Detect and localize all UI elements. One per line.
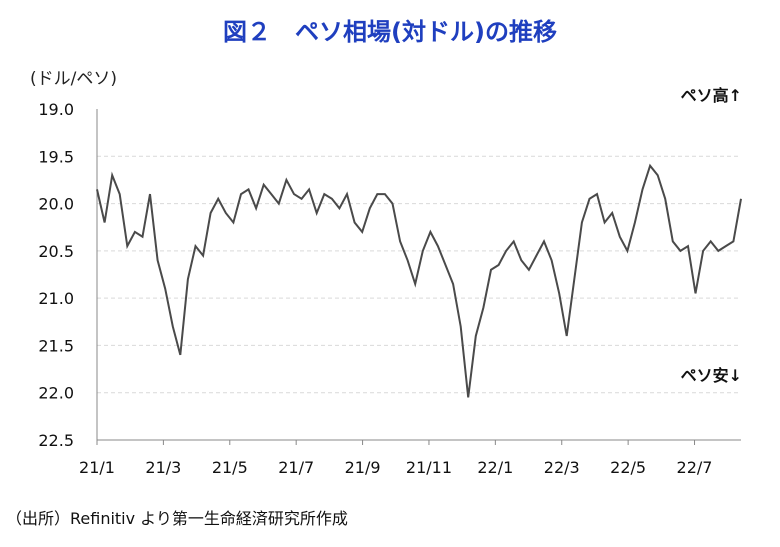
x-tick-label: 22/5 (610, 458, 646, 477)
gridlines (97, 155, 741, 394)
y-tick-labels: 19.0 19.5 20.0 20.5 21.0 21.5 22.0 22.5 (38, 100, 74, 450)
x-tick-label: 21/5 (212, 458, 248, 477)
y-tick-label: 21.5 (38, 336, 74, 355)
annotation-peso-weak: ペソ安↓ (681, 366, 742, 385)
x-tick-label: 21/9 (345, 458, 381, 477)
x-tick-label: 21/1 (79, 458, 115, 477)
annotation-peso-strong: ペソ高↑ (681, 86, 742, 105)
y-tick-label: 21.0 (38, 289, 74, 308)
x-tick-label: 21/7 (278, 458, 314, 477)
y-tick-label: 20.5 (38, 242, 74, 261)
y-tick-label: 22.5 (38, 431, 74, 450)
y-tick-label: 19.5 (38, 147, 74, 166)
x-tick-labels: 21/1 21/3 21/5 21/7 21/9 21/11 22/1 22/3 22/5 22/… (79, 440, 712, 477)
y-unit-label: (ドル/ペソ) (30, 69, 117, 89)
x-tick-label: 21/11 (406, 458, 452, 477)
source-note: （出所）Refinitiv より第一生命経済研究所作成 (6, 509, 348, 528)
chart-title: 図２ ペソ相場(対ドル)の推移 (223, 18, 557, 46)
x-tick-label: 21/3 (145, 458, 181, 477)
y-tick-label: 22.0 (38, 384, 74, 403)
x-tick-label: 22/1 (477, 458, 513, 477)
y-tick-label: 19.0 (38, 100, 74, 119)
x-tick-label: 22/3 (544, 458, 580, 477)
series-line-peso (96, 163, 742, 398)
x-tick-label: 22/7 (677, 458, 713, 477)
y-tick-label: 20.0 (38, 195, 74, 214)
axes (96, 109, 741, 441)
